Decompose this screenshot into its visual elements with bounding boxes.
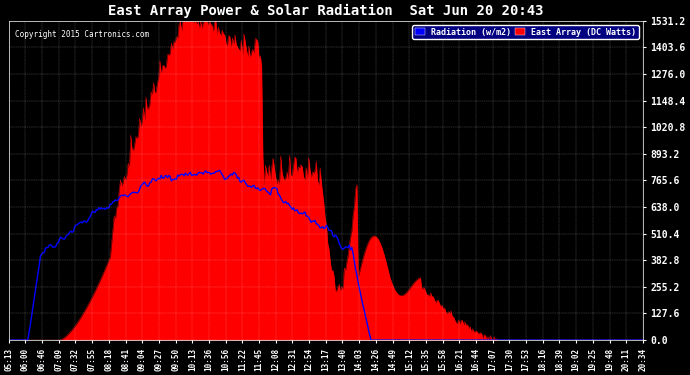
Legend: Radiation (w/m2), East Array (DC Watts): Radiation (w/m2), East Array (DC Watts)	[412, 25, 639, 39]
Title: East Array Power & Solar Radiation  Sat Jun 20 20:43: East Array Power & Solar Radiation Sat J…	[108, 4, 544, 18]
Text: Copyright 2015 Cartronics.com: Copyright 2015 Cartronics.com	[15, 30, 149, 39]
